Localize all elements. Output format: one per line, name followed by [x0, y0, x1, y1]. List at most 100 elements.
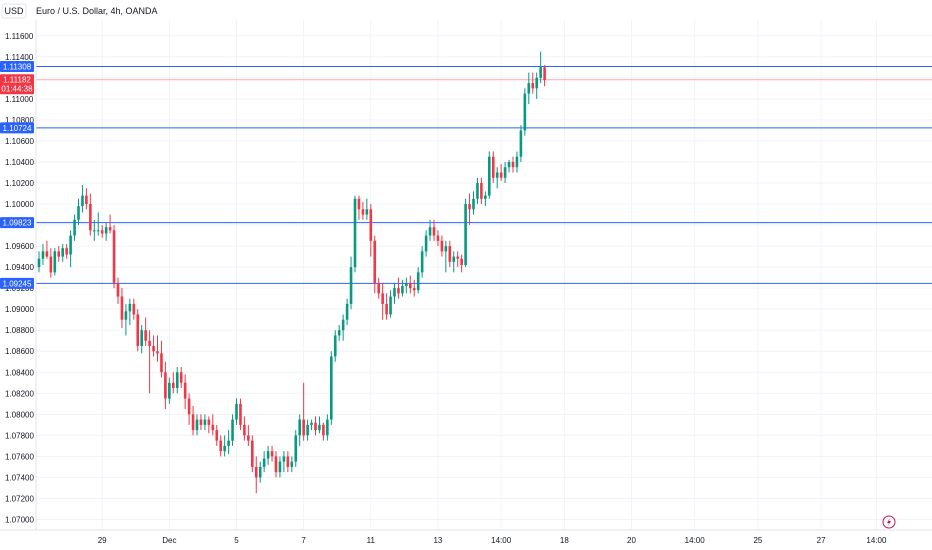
- candle-down: [89, 204, 92, 231]
- candle-down: [432, 227, 436, 236]
- price-tags: 1.11308 1.10724 1.09823 1.09245 1.1118201:44…: [0, 60, 34, 289]
- price-tick-label: 1.07200: [5, 494, 34, 503]
- time-axis[interactable]: 29 Dec 5 7 11 13 14:00 18 20 14:00 25 27 14:00: [98, 536, 887, 545]
- candle-down: [251, 440, 254, 467]
- candle-up: [231, 419, 234, 441]
- candle-up: [401, 286, 404, 294]
- candle-down: [108, 227, 112, 231]
- time-tick-label: 20: [627, 536, 636, 545]
- candle-up: [41, 251, 45, 259]
- candle-down: [491, 156, 495, 178]
- candle-up: [235, 403, 238, 420]
- time-tick-label: 18: [560, 536, 569, 545]
- candle-up: [488, 156, 491, 196]
- candle-down: [120, 296, 124, 320]
- candle-down: [369, 209, 373, 241]
- candle-up: [81, 195, 84, 207]
- time-tick-label: 5: [234, 536, 239, 545]
- candle-up: [464, 204, 467, 266]
- time-tick-label: 29: [98, 536, 107, 545]
- candle-up: [195, 419, 199, 431]
- candle-up: [37, 258, 41, 268]
- price-tick-label: 1.11400: [5, 53, 34, 62]
- candle-down: [270, 451, 274, 457]
- level-price-tag-label: 1.09245: [3, 279, 32, 288]
- candle-up: [527, 83, 531, 94]
- candle-down: [136, 314, 140, 346]
- candle-up: [282, 456, 286, 462]
- candle-up: [61, 248, 64, 257]
- current-price-tag: [0, 74, 34, 95]
- price-tick-label: 1.07000: [5, 515, 34, 524]
- candle-up: [341, 319, 345, 331]
- candle-down: [183, 382, 187, 399]
- candle-down: [361, 209, 365, 215]
- candle-up: [278, 461, 282, 473]
- price-tick-label: 1.08600: [5, 347, 34, 356]
- horizontal-levels: [36, 65, 932, 284]
- time-tick-label: 27: [817, 536, 826, 545]
- candle-up: [175, 372, 179, 389]
- time-tick-label: 11: [367, 536, 376, 545]
- candle-down: [274, 456, 278, 473]
- candle-down: [179, 372, 183, 383]
- candle-up: [318, 424, 321, 431]
- candle-down: [215, 430, 219, 441]
- price-tick-label: 1.10400: [5, 158, 34, 167]
- candle-down: [100, 230, 104, 234]
- price-tick-label: 1.10600: [5, 137, 34, 146]
- candle-up: [523, 93, 527, 131]
- candle-up: [290, 461, 294, 467]
- candle-down: [191, 414, 195, 431]
- currency-button[interactable]: [1, 3, 27, 19]
- price-tick-label: 1.07800: [5, 431, 34, 440]
- candle-down: [468, 204, 471, 210]
- candle-up: [223, 445, 226, 452]
- candle-down: [254, 466, 258, 478]
- candle-down: [314, 422, 317, 431]
- candle-down: [207, 419, 211, 425]
- candle-down: [152, 345, 155, 352]
- candle-down: [116, 282, 120, 297]
- candle-up: [77, 206, 80, 220]
- candle-down: [385, 303, 388, 315]
- price-tick-label: 1.11000: [5, 95, 34, 104]
- candle-up: [258, 466, 262, 478]
- level-price-tag: [0, 122, 34, 134]
- candle-down: [148, 340, 151, 346]
- candle-down: [302, 419, 305, 436]
- candle-down: [247, 435, 250, 441]
- candle-up: [53, 251, 57, 273]
- price-tick-label: 1.08800: [5, 326, 34, 335]
- candle-up: [452, 256, 456, 262]
- time-tick-label: 25: [753, 536, 762, 545]
- time-tick-label: 7: [301, 536, 306, 545]
- lightning-icon[interactable]: [882, 515, 896, 529]
- candle-down: [381, 293, 384, 304]
- candle-down: [219, 440, 222, 452]
- candle-down: [531, 83, 535, 89]
- price-tick-label: 1.10200: [5, 179, 34, 188]
- chart-title: Euro / U.S. Dollar, 4h, OANDA: [36, 6, 158, 16]
- candle-down: [286, 456, 290, 467]
- candle-down: [164, 372, 167, 399]
- candle-down: [239, 403, 242, 425]
- candle-up: [495, 172, 499, 178]
- candle-down: [187, 398, 191, 415]
- candle-up: [168, 382, 171, 399]
- candle-up: [519, 130, 523, 157]
- candle-down: [322, 424, 325, 436]
- candle-down: [144, 330, 147, 341]
- countdown-label: 01:44:38: [1, 85, 33, 94]
- candle-down: [199, 419, 203, 425]
- candle-down: [243, 424, 246, 436]
- candle-up: [104, 227, 108, 234]
- candle-up: [124, 311, 128, 320]
- candle-down: [543, 67, 546, 80]
- candle-up: [420, 251, 424, 273]
- price-tick-label: 1.07600: [5, 452, 34, 461]
- candle-up: [73, 219, 76, 236]
- candle-up: [330, 356, 333, 420]
